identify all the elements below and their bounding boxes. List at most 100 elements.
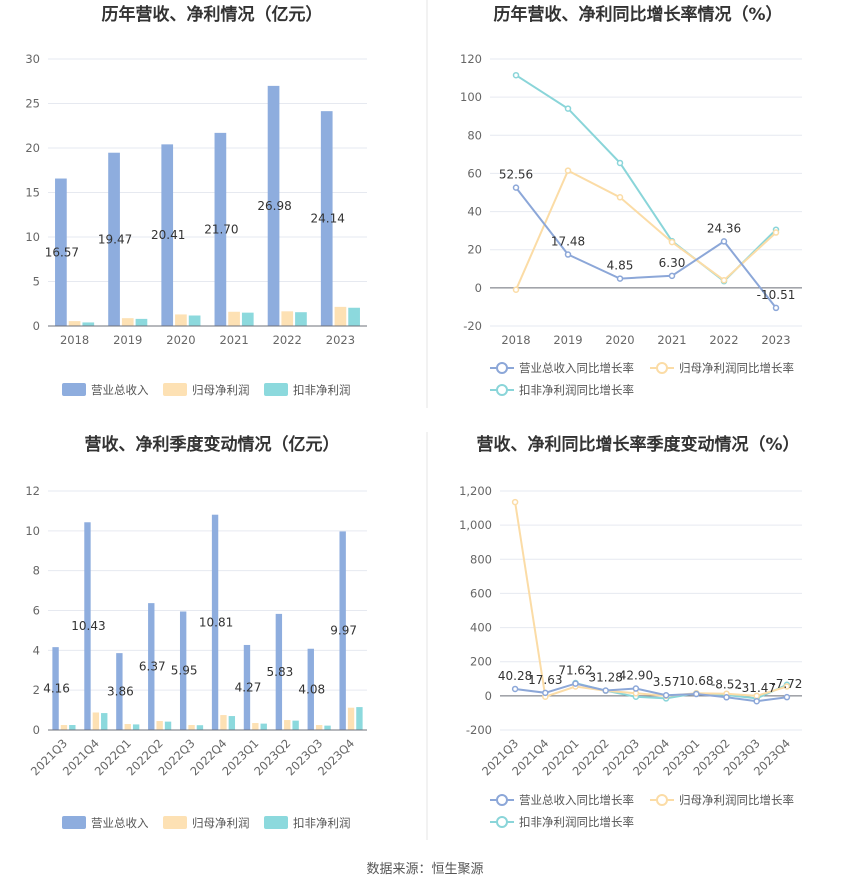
- bar-营业总收入: [214, 132, 227, 326]
- data-label: 31.28: [589, 671, 623, 685]
- bar-归母净利润: [124, 724, 131, 730]
- bar-扣非净利润: [132, 724, 140, 730]
- y-tick-label: 6: [33, 604, 40, 618]
- y-tick-label: -200: [466, 723, 492, 737]
- chart-annual_amount: 历年营收、净利情况（亿元） 0 5 10 15 20 25 30 2018 2019 2020 202…: [25, 4, 367, 397]
- data-label: 10.43: [71, 619, 105, 633]
- data-label: 24.14: [311, 212, 345, 226]
- x-tick-label: 2020: [605, 333, 634, 347]
- legend-swatch: [163, 816, 187, 829]
- bar-营业总收入: [148, 603, 155, 730]
- bar-营业总收入: [320, 111, 333, 327]
- bar-营业总收入: [161, 144, 174, 326]
- series-point: [511, 498, 519, 506]
- bar-归母净利润: [228, 311, 240, 326]
- bar-扣非净利润: [164, 721, 172, 730]
- legend-label: 扣非净利润: [293, 816, 351, 830]
- legend-label: 营业总收入同比增长率: [519, 793, 634, 807]
- x-tick-label: 2023: [761, 333, 790, 347]
- legend-marker: [496, 794, 508, 806]
- x-tick-label: 2018: [501, 333, 530, 347]
- data-label: 21.70: [204, 222, 238, 236]
- y-tick-label: 0: [33, 723, 40, 737]
- x-tick-label: 2018: [60, 333, 89, 347]
- series-point: [542, 689, 549, 697]
- series-point: [512, 184, 520, 191]
- legend-label: 归母净利润: [192, 383, 250, 397]
- bar-归母净利润: [60, 725, 68, 730]
- bar-营业总收入: [116, 653, 123, 730]
- series-point: [693, 690, 700, 698]
- data-label: 4.85: [607, 259, 634, 273]
- data-source-note: 数据来源：恒生聚源: [366, 862, 484, 877]
- series-point: [616, 275, 624, 282]
- data-label: 16.57: [45, 245, 79, 259]
- series-point: [668, 272, 676, 280]
- bar-营业总收入: [243, 644, 251, 730]
- bar-归母净利润: [284, 720, 291, 730]
- legend-marker: [496, 384, 508, 396]
- legend-label: 营业总收入同比增长率: [519, 361, 634, 375]
- y-tick-label: 20: [467, 243, 482, 257]
- series-line-归母净利润同比增长率: [514, 501, 788, 699]
- bar-归母净利润: [188, 725, 195, 730]
- chart-quarterly_growth: 营收、净利同比增长率季度变动情况（%） -200 0 200 400 600 800 1,00…: [459, 434, 802, 829]
- legend-marker: [656, 794, 668, 806]
- bar-营业总收入: [307, 648, 314, 730]
- bar-归母净利润: [334, 306, 347, 326]
- bar-归母净利润: [347, 707, 355, 730]
- bar-扣非净利润: [295, 312, 307, 326]
- x-tick-label: 2021: [657, 333, 686, 347]
- bar-扣非净利润: [260, 723, 267, 730]
- data-label: 26.98: [257, 199, 291, 213]
- legend-label: 扣非净利润: [293, 383, 351, 397]
- chart-title: 营收、净利同比增长率季度变动情况（%）: [476, 434, 799, 455]
- y-tick-label: 25: [25, 97, 40, 111]
- series-point: [511, 685, 519, 693]
- y-tick-label: 0: [485, 689, 492, 703]
- bar-扣非净利润: [69, 725, 76, 730]
- y-tick-label: 100: [460, 90, 482, 104]
- legend-label: 扣非净利润同比增长率: [519, 815, 634, 829]
- y-tick-label: 40: [467, 205, 482, 219]
- bar-归母净利润: [220, 715, 227, 730]
- series-point: [783, 693, 791, 701]
- data-label: 9.97: [330, 624, 357, 638]
- x-tick-label: 2023: [326, 333, 355, 347]
- data-label: 4.27: [235, 680, 262, 694]
- data-label: 5.95: [171, 664, 198, 678]
- data-label: 4.16: [43, 682, 70, 696]
- bar-营业总收入: [84, 522, 91, 730]
- data-label: 24.36: [707, 221, 741, 235]
- data-label: 19.47: [98, 232, 132, 246]
- bar-扣非净利润: [356, 707, 363, 730]
- chart-quarterly_amount: 营收、净利季度变动情况（亿元）0246810122021Q32021Q42022…: [25, 434, 367, 830]
- y-tick-label: 1,000: [459, 518, 492, 532]
- y-tick-label: 5: [33, 275, 40, 289]
- series-point: [572, 680, 579, 687]
- bar-归母净利润: [281, 311, 294, 326]
- y-tick-label: 8: [33, 564, 40, 578]
- bar-营业总收入: [55, 178, 67, 326]
- bar-归母净利润: [121, 318, 134, 326]
- series-point: [564, 167, 572, 174]
- data-label: 10.81: [199, 615, 233, 629]
- y-tick-label: 800: [470, 552, 492, 566]
- bar-扣非净利润: [188, 315, 201, 326]
- series-point: [616, 194, 624, 201]
- y-tick-label: 2: [33, 683, 40, 697]
- x-tick-label: 2020: [166, 333, 195, 347]
- legend-swatch: [62, 816, 86, 829]
- series-point: [668, 238, 676, 246]
- data-label: 71.62: [558, 664, 592, 678]
- x-tick-label: 2022: [709, 333, 738, 347]
- series-point: [720, 276, 728, 284]
- data-label: 3.57: [653, 675, 680, 689]
- series-line-营业总收入同比增长率: [515, 186, 777, 309]
- series-point: [616, 159, 624, 167]
- legend-label: 营业总收入: [91, 383, 149, 397]
- bar-扣非净利润: [348, 307, 360, 326]
- series-point: [772, 229, 780, 236]
- bar-归母净利润: [156, 721, 163, 730]
